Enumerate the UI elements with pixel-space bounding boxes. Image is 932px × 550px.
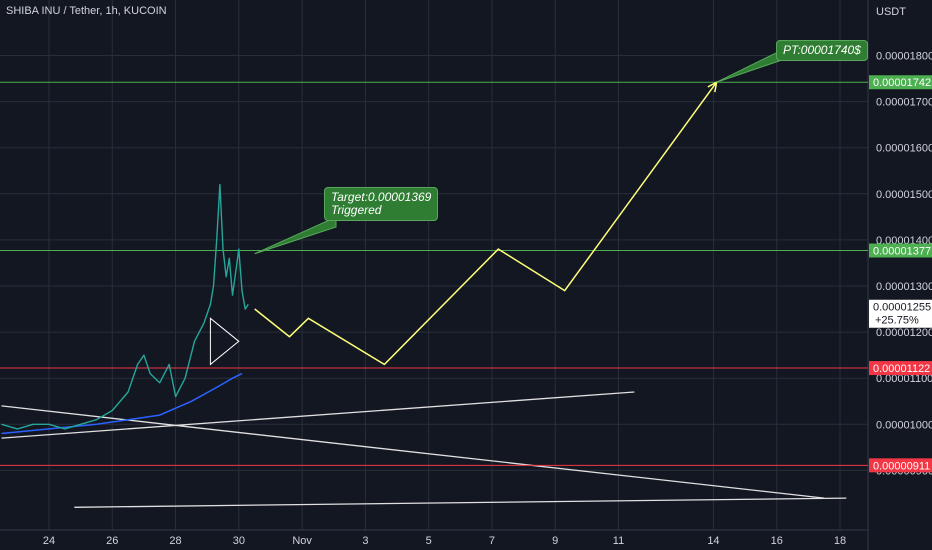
level-price-tag (869, 361, 932, 376)
time-tick-label: 26 (106, 535, 118, 547)
last-price-change: +25.75% (875, 315, 919, 327)
callout-text: Target:0.00001369 (331, 190, 432, 204)
time-tick-label: 5 (426, 535, 432, 547)
moving-average-line (1, 372, 243, 435)
last-price-tag (869, 299, 932, 328)
time-tick-label: 28 (169, 535, 181, 547)
callout-text: Triggered (331, 203, 382, 217)
level-price-label: 0.00001742 (873, 77, 931, 89)
level-price-label: 0.00000911 (873, 460, 930, 472)
time-tick-label: 9 (552, 535, 558, 547)
price-line (1, 183, 249, 430)
time-tick-label: 11 (613, 535, 624, 547)
price-tick-label: 0.00001300 (876, 281, 932, 293)
callout-pointer (254, 216, 337, 255)
last-price-label: 0.00001255 (873, 302, 931, 314)
time-tick-label: Nov (292, 535, 312, 547)
time-tick-label: 3 (362, 535, 368, 547)
level-price-label: 0.00001122 (873, 363, 930, 375)
level-price-tag (869, 458, 932, 473)
projection-path (254, 81, 718, 366)
price-target-callout[interactable]: PT:00001740$ (776, 40, 868, 61)
currency-label: USDT (876, 6, 906, 18)
price-tick-label: 0.00001100 (876, 373, 932, 385)
triangle-pattern (209, 317, 240, 366)
time-tick-label: 16 (771, 535, 783, 547)
trendline (1, 405, 825, 499)
level-price-label: 0.00001377 (873, 246, 931, 258)
time-tick-label: 7 (489, 535, 495, 547)
symbol-title[interactable]: SHIBA INU / Tether, 1h, KUCOIN (6, 5, 167, 17)
price-tick-label: 0.00001500 (876, 189, 932, 201)
target-triggered-callout[interactable]: Target:0.00001369 Triggered (324, 187, 439, 221)
time-tick-label: 24 (43, 535, 55, 547)
time-tick-label: 14 (707, 535, 719, 547)
callout-text: PT:00001740$ (783, 43, 861, 57)
price-tick-label: 0.00001000 (876, 419, 932, 431)
price-tick-label: 0.00001800 (876, 51, 932, 63)
price-tick-label: 0.00001200 (876, 327, 932, 339)
level-price-tag (869, 75, 932, 90)
price-tick-label: 0.00001700 (876, 97, 932, 109)
trendline (1, 391, 635, 439)
trendline (74, 497, 847, 508)
price-tick-label: 0.00001600 (876, 143, 932, 155)
level-price-tag (869, 243, 932, 258)
time-tick-label: 30 (233, 535, 245, 547)
time-tick-label: 18 (834, 535, 846, 547)
